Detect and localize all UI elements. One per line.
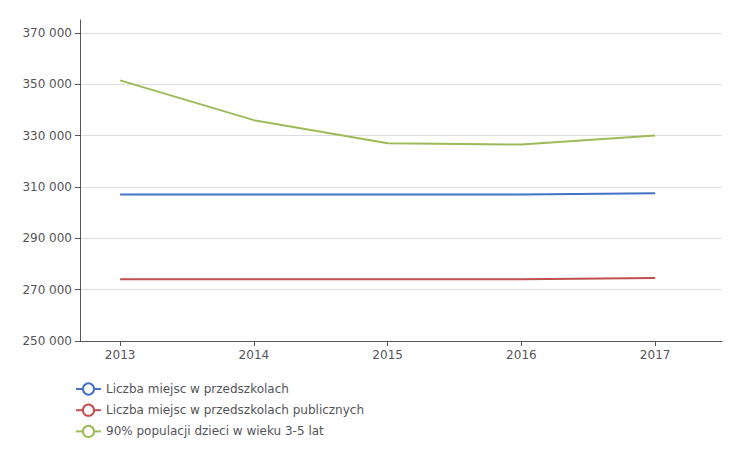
svg-text:90% populacji dzieci w wieku 3: 90% populacji dzieci w wieku 3-5 lat [106,424,324,438]
svg-text:2013: 2013 [105,348,136,362]
svg-text:2015: 2015 [372,348,403,362]
svg-text:2014: 2014 [239,348,270,362]
svg-text:2017: 2017 [640,348,671,362]
svg-text:370 000: 370 000 [22,26,72,40]
svg-text:Liczba miejsc w przedszkolach: Liczba miejsc w przedszkolach publicznyc… [106,403,364,417]
svg-text:2016: 2016 [506,348,537,362]
svg-text:250 000: 250 000 [22,334,72,348]
svg-text:Liczba miejsc w przedszkolach: Liczba miejsc w przedszkolach [106,382,289,396]
svg-text:330 000: 330 000 [22,129,72,143]
svg-text:290 000: 290 000 [22,231,72,245]
svg-text:310 000: 310 000 [22,180,72,194]
svg-text:350 000: 350 000 [22,77,72,91]
svg-text:270 000: 270 000 [22,283,72,297]
